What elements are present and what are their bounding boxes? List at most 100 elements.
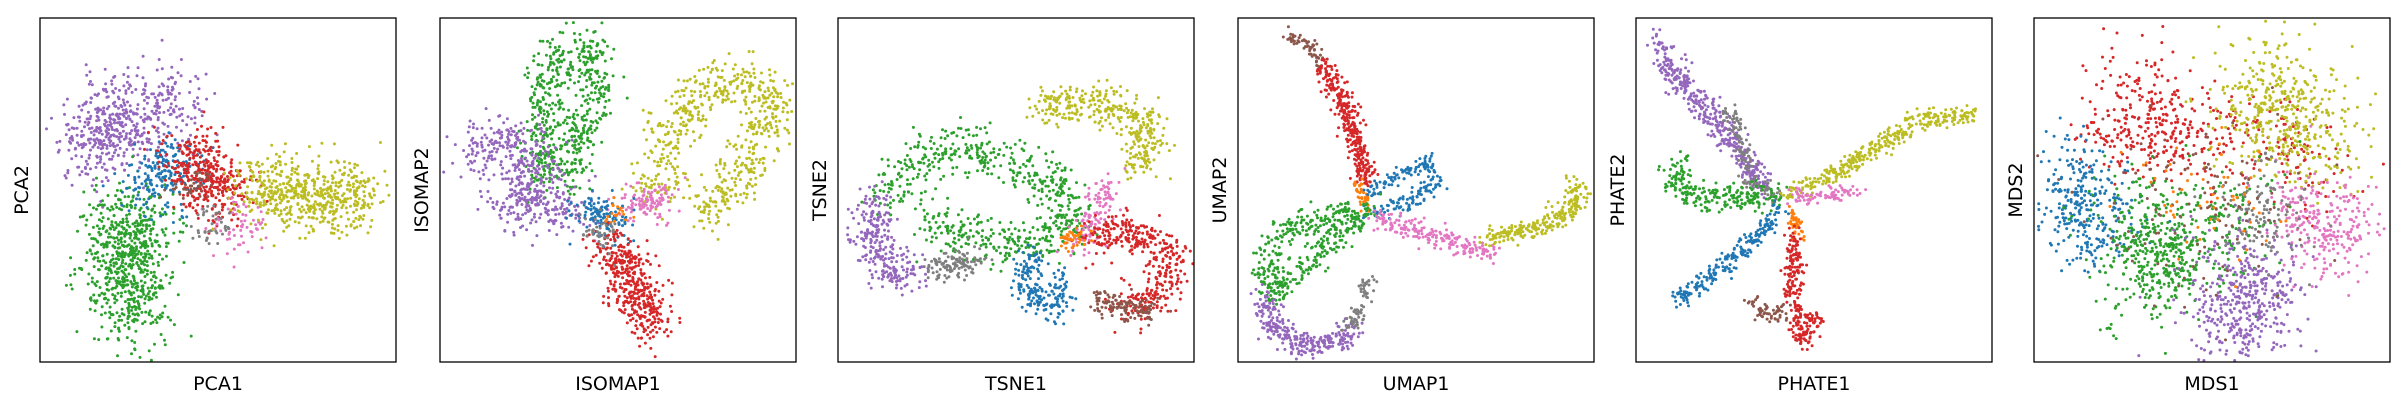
point xyxy=(733,162,737,166)
point xyxy=(593,56,597,60)
point xyxy=(134,125,138,129)
point xyxy=(192,178,196,181)
point xyxy=(160,67,164,71)
point xyxy=(558,98,562,102)
point xyxy=(125,132,129,136)
point xyxy=(194,74,198,78)
point xyxy=(669,151,673,155)
point xyxy=(549,107,553,111)
point xyxy=(83,120,87,124)
point xyxy=(222,155,226,159)
point xyxy=(304,197,308,201)
point xyxy=(637,196,641,200)
point xyxy=(103,168,107,172)
point xyxy=(118,132,122,136)
point xyxy=(145,137,149,141)
point xyxy=(541,39,545,43)
point xyxy=(86,282,90,286)
point xyxy=(584,55,588,59)
point xyxy=(254,197,258,201)
point xyxy=(123,273,127,277)
point xyxy=(130,339,134,343)
point xyxy=(563,207,566,211)
point xyxy=(142,126,146,130)
point xyxy=(285,182,289,186)
point xyxy=(588,107,592,111)
point xyxy=(1040,182,1044,186)
point xyxy=(323,216,327,220)
point xyxy=(164,98,168,102)
point xyxy=(577,135,581,138)
point xyxy=(111,112,115,116)
point xyxy=(104,135,108,139)
point xyxy=(153,191,157,195)
point xyxy=(78,173,82,177)
point xyxy=(533,125,537,129)
point xyxy=(163,168,167,172)
point xyxy=(535,191,539,194)
point xyxy=(160,179,164,183)
point xyxy=(587,50,591,54)
point xyxy=(745,186,749,190)
point xyxy=(516,215,520,219)
point xyxy=(791,82,794,86)
point xyxy=(715,169,719,172)
point xyxy=(261,226,264,230)
point xyxy=(105,152,109,156)
point xyxy=(130,120,134,124)
point xyxy=(526,76,530,80)
point xyxy=(315,202,319,206)
point xyxy=(752,166,756,170)
point xyxy=(355,208,358,212)
point xyxy=(167,96,170,100)
point xyxy=(294,186,298,190)
point xyxy=(554,213,558,216)
point xyxy=(967,171,971,175)
point xyxy=(342,171,346,175)
point xyxy=(316,177,320,181)
point xyxy=(753,99,757,103)
point xyxy=(195,177,199,181)
point xyxy=(573,205,577,208)
point xyxy=(304,224,308,228)
point xyxy=(630,162,634,166)
point xyxy=(75,133,79,137)
point xyxy=(637,290,641,294)
point xyxy=(546,68,550,72)
point xyxy=(582,222,586,226)
point xyxy=(102,224,106,228)
point xyxy=(259,201,263,205)
point xyxy=(95,190,99,194)
point xyxy=(553,46,557,49)
point xyxy=(700,173,703,177)
point xyxy=(131,155,135,159)
point xyxy=(707,80,710,84)
point xyxy=(752,125,756,129)
point xyxy=(140,161,144,165)
point xyxy=(116,254,120,258)
point xyxy=(709,70,713,74)
point xyxy=(118,140,122,144)
point xyxy=(346,183,350,187)
point xyxy=(120,203,124,207)
point xyxy=(125,162,129,165)
point xyxy=(353,162,357,166)
point xyxy=(109,329,113,333)
point xyxy=(113,144,117,148)
point xyxy=(612,196,616,200)
point xyxy=(161,230,165,234)
point xyxy=(754,183,757,187)
point xyxy=(573,143,577,147)
point xyxy=(682,94,686,97)
point xyxy=(283,142,287,146)
point xyxy=(717,86,721,90)
point xyxy=(179,202,183,206)
point xyxy=(186,175,189,179)
point xyxy=(207,219,210,222)
point xyxy=(723,86,727,89)
point xyxy=(125,213,129,217)
point xyxy=(613,275,617,279)
point xyxy=(114,257,118,261)
point xyxy=(147,252,151,256)
